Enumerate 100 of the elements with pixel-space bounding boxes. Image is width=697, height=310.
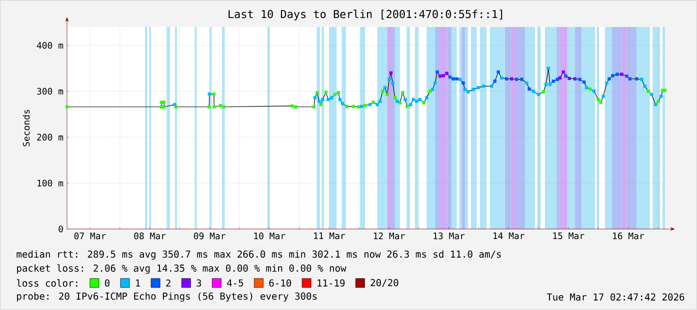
x-tick-label: 12 Mar bbox=[374, 232, 405, 240]
point bbox=[510, 77, 514, 80]
point bbox=[654, 102, 658, 106]
point bbox=[222, 105, 226, 108]
point bbox=[65, 105, 69, 108]
x-tick-label: 07 Mar bbox=[74, 232, 106, 240]
point bbox=[625, 74, 628, 78]
point bbox=[596, 98, 600, 102]
legend-label: 0 bbox=[104, 279, 110, 287]
point bbox=[628, 77, 632, 80]
point bbox=[448, 75, 452, 79]
point bbox=[548, 82, 552, 86]
x-tick-label: 15 Mar bbox=[553, 232, 584, 240]
point bbox=[338, 98, 342, 102]
point bbox=[376, 102, 379, 106]
point bbox=[162, 105, 166, 108]
point bbox=[430, 88, 434, 92]
point bbox=[602, 94, 605, 98]
point bbox=[372, 100, 375, 104]
x-tick-label: 11 Mar bbox=[314, 232, 346, 240]
y-tick-label: 300 m bbox=[37, 88, 64, 95]
point bbox=[356, 105, 360, 108]
point bbox=[396, 100, 399, 103]
x-tick-label: 09 Mar bbox=[194, 232, 226, 240]
point bbox=[496, 70, 500, 74]
point bbox=[536, 92, 540, 96]
legend-label: 4-5 bbox=[227, 279, 244, 287]
point bbox=[433, 81, 437, 85]
point bbox=[418, 98, 422, 102]
legend-label: 11-19 bbox=[318, 279, 345, 287]
y-tick-label: 100 m bbox=[38, 180, 64, 186]
point bbox=[424, 96, 428, 100]
point bbox=[313, 96, 317, 100]
point bbox=[452, 77, 455, 80]
point bbox=[333, 92, 336, 96]
point bbox=[476, 86, 480, 90]
point bbox=[650, 92, 654, 96]
point bbox=[462, 81, 465, 85]
point bbox=[294, 105, 298, 108]
point bbox=[345, 104, 348, 108]
point bbox=[428, 90, 432, 93]
point bbox=[514, 78, 518, 81]
point bbox=[525, 81, 528, 85]
point bbox=[608, 77, 611, 80]
x-tick-label: 16 Mar bbox=[613, 232, 644, 240]
point bbox=[381, 90, 384, 93]
point bbox=[321, 98, 324, 102]
point bbox=[643, 84, 646, 88]
point bbox=[386, 92, 389, 96]
point bbox=[556, 78, 560, 81]
point bbox=[391, 81, 394, 85]
point bbox=[582, 80, 586, 84]
point bbox=[564, 74, 568, 78]
point bbox=[360, 104, 364, 108]
point bbox=[605, 81, 608, 85]
point bbox=[406, 104, 409, 108]
point bbox=[532, 90, 536, 93]
point bbox=[341, 102, 344, 106]
point bbox=[330, 96, 334, 100]
point bbox=[173, 102, 176, 106]
x-tick-label: 13 Mar bbox=[434, 232, 465, 240]
point bbox=[466, 90, 470, 94]
point bbox=[616, 72, 619, 76]
point bbox=[368, 102, 372, 106]
point bbox=[326, 98, 330, 102]
point bbox=[588, 87, 592, 91]
point bbox=[208, 92, 211, 96]
point bbox=[398, 101, 402, 104]
point bbox=[401, 91, 404, 94]
point bbox=[378, 100, 382, 103]
point bbox=[611, 74, 614, 78]
point bbox=[546, 66, 550, 70]
chart-title: Last 10 Days to Berlin [2001:470:0:55f::1] bbox=[228, 10, 502, 20]
point bbox=[544, 82, 548, 86]
point bbox=[562, 70, 565, 74]
point bbox=[290, 104, 294, 108]
point bbox=[578, 78, 582, 81]
text: packet loss: 2.06 % avg 14.35 % max 0.00 % min 0.00 % now bbox=[17, 264, 346, 274]
point bbox=[318, 100, 321, 103]
legend-label: 2 bbox=[166, 279, 170, 287]
point bbox=[319, 102, 323, 106]
point bbox=[520, 78, 524, 81]
point bbox=[552, 80, 556, 83]
point bbox=[212, 105, 216, 108]
point bbox=[542, 90, 546, 94]
point bbox=[455, 77, 458, 80]
point bbox=[472, 88, 475, 92]
point bbox=[463, 88, 467, 92]
legend-label: 20/20 bbox=[370, 279, 398, 287]
point bbox=[324, 90, 328, 94]
point bbox=[218, 104, 222, 108]
point bbox=[528, 87, 531, 91]
point bbox=[558, 76, 562, 80]
point bbox=[490, 84, 494, 88]
x-tick-label: 08 Mar bbox=[134, 232, 166, 240]
point bbox=[388, 78, 391, 81]
point bbox=[663, 88, 667, 92]
point bbox=[312, 105, 316, 108]
point bbox=[352, 104, 355, 108]
point bbox=[620, 72, 624, 76]
